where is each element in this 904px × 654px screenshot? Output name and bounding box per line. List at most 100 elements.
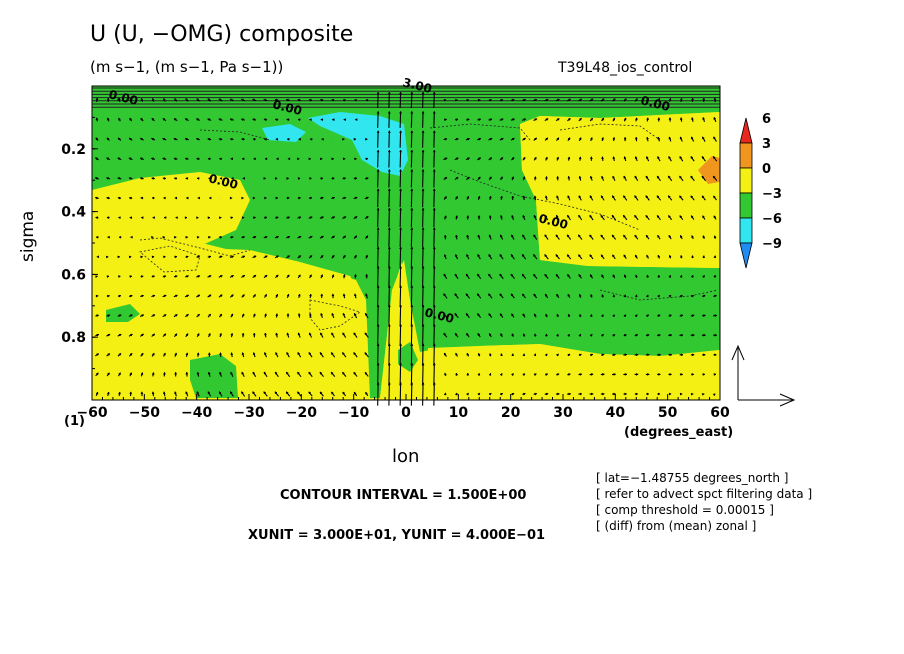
wind-vector-head xyxy=(207,352,211,355)
wind-vector-head xyxy=(163,255,167,259)
wind-vector-head xyxy=(566,254,570,258)
wind-vector-head xyxy=(331,293,335,297)
wind-vector-head xyxy=(308,391,312,395)
wind-vector-head xyxy=(309,274,312,278)
wind-vector-head xyxy=(117,157,121,161)
wind-vector-head xyxy=(129,372,132,376)
wind-vector-head xyxy=(634,98,638,102)
wind-vector-head xyxy=(140,196,143,200)
wind-vector-head xyxy=(286,332,290,336)
wind-vector-head xyxy=(107,117,110,121)
wind-vector-head xyxy=(533,234,537,238)
wind-vector-head xyxy=(590,373,594,376)
wind-vector-head xyxy=(365,157,369,161)
contour-line xyxy=(559,123,661,141)
wind-vector-head xyxy=(556,98,560,102)
wind-vector-head xyxy=(331,274,335,278)
wind-vector-head xyxy=(702,235,706,239)
wind-vector-head xyxy=(263,118,267,122)
wind-vector-head xyxy=(623,234,626,238)
wind-vector-head xyxy=(184,157,188,161)
wind-vector-head xyxy=(274,177,278,180)
wind-vector-head xyxy=(601,294,605,298)
wind-vector-head xyxy=(195,137,199,141)
wind-vector-head xyxy=(667,195,671,199)
wind-vector-head xyxy=(320,196,324,200)
wind-vector-head xyxy=(387,343,391,346)
wind-vector-head xyxy=(668,155,672,160)
wind-vector-head xyxy=(566,234,570,238)
wind-vector-head xyxy=(623,175,627,179)
wind-vector-head xyxy=(635,353,639,357)
wind-vector-head xyxy=(410,285,414,288)
wind-vector-head xyxy=(298,255,302,259)
wind-vector-head xyxy=(668,234,672,238)
wind-vector-head xyxy=(96,255,100,259)
wind-vector-head xyxy=(567,214,570,218)
wind-vector-head xyxy=(679,175,683,179)
wind-vector-head xyxy=(196,313,200,317)
wind-vector-head xyxy=(578,234,581,238)
wind-vector-head xyxy=(106,196,110,200)
wind-vector-head xyxy=(455,215,458,219)
x-tick-label: 10 xyxy=(449,405,469,421)
wind-vector-head xyxy=(658,372,661,376)
wind-vector-head xyxy=(297,391,300,395)
wind-vector-head xyxy=(545,195,548,199)
wind-vector-head xyxy=(118,353,122,356)
wind-vector-head xyxy=(601,117,605,121)
wind-vector-head xyxy=(387,188,391,192)
wind-vector-head xyxy=(208,275,212,278)
wind-vector-head xyxy=(117,216,121,220)
wind-vector-head xyxy=(399,110,403,114)
wind-vector-head xyxy=(95,137,99,141)
wind-vector-head xyxy=(376,226,380,230)
wind-vector-head xyxy=(118,294,122,298)
wind-vector-head xyxy=(567,156,571,160)
wind-vector-head xyxy=(703,353,706,357)
wind-vector-head xyxy=(129,333,133,337)
wind-vector-head xyxy=(523,98,527,102)
wind-vector-head xyxy=(387,207,391,211)
wind-vector-head xyxy=(376,110,380,114)
wind-vector-head xyxy=(477,332,481,337)
wind-vector-head xyxy=(241,196,245,200)
wind-vector-head xyxy=(443,332,447,336)
wind-vector-head xyxy=(466,118,470,122)
wind-vector-head xyxy=(129,117,133,121)
wind-vector-head xyxy=(264,332,268,336)
wind-vector-head xyxy=(106,157,110,161)
wind-vector-head xyxy=(118,97,121,101)
wind-vector-head xyxy=(499,313,503,317)
x-tick-label: 50 xyxy=(658,405,678,421)
wind-vector-head xyxy=(634,156,638,160)
wind-vector-head xyxy=(242,235,246,239)
wind-vector-head xyxy=(701,155,705,160)
wind-vector-head xyxy=(331,98,335,102)
wind-vector-head xyxy=(658,333,662,337)
wind-vector-head xyxy=(218,118,222,122)
wind-vector-head xyxy=(669,333,673,337)
wind-vector-head xyxy=(163,333,167,337)
wind-vector-head xyxy=(466,98,470,102)
wind-vector-head xyxy=(713,97,717,101)
wind-vector-head xyxy=(365,254,368,258)
wind-vector-head xyxy=(218,98,222,102)
wind-vector-head xyxy=(613,392,617,396)
wind-vector-head xyxy=(421,362,425,366)
wind-vector-head xyxy=(602,392,605,396)
wind-vector-head xyxy=(263,391,267,395)
wind-vector-head xyxy=(207,371,211,375)
wind-vector-head xyxy=(118,117,121,121)
wind-vector-head xyxy=(668,314,672,318)
wind-vector-head xyxy=(522,137,527,141)
wind-vector-head xyxy=(489,157,493,161)
wind-vector-head xyxy=(174,294,178,298)
shaded-field xyxy=(92,86,720,400)
wind-vector-head xyxy=(196,352,200,356)
wind-vector-head xyxy=(466,234,470,238)
wind-vector-head xyxy=(600,214,604,218)
wind-vector-head xyxy=(499,373,503,377)
wind-vector-head xyxy=(297,371,300,375)
wind-vector-head xyxy=(208,255,212,259)
